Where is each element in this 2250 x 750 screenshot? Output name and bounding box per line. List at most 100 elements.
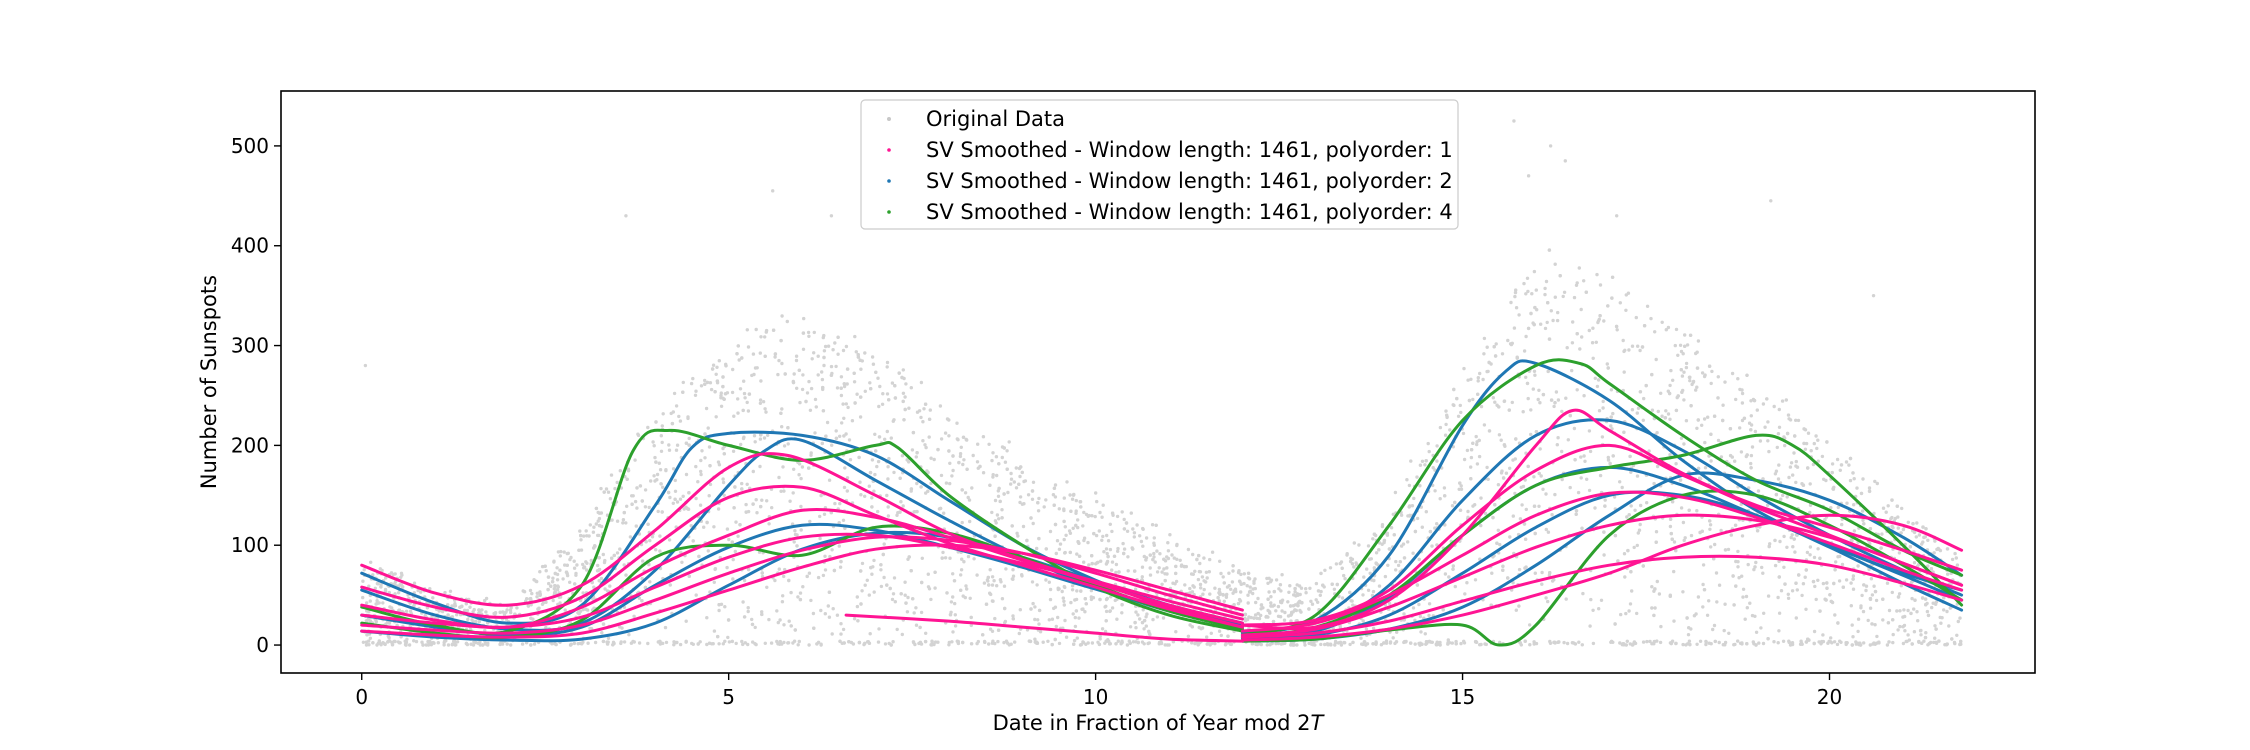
original-data-point	[813, 431, 817, 435]
original-data-point	[369, 560, 373, 564]
original-data-point	[1629, 570, 1633, 574]
original-data-point	[828, 554, 832, 559]
original-data-point	[1142, 627, 1146, 631]
original-data-point	[673, 640, 678, 645]
original-data-point	[1518, 641, 1523, 645]
original-data-point	[957, 460, 961, 465]
original-data-point	[1694, 351, 1698, 356]
original-data-point	[855, 595, 859, 599]
original-data-point	[1459, 484, 1463, 488]
original-data-point	[1291, 643, 1295, 647]
original-data-point	[1502, 399, 1507, 404]
original-data-point	[375, 581, 380, 586]
original-data-point	[1732, 643, 1736, 647]
original-data-point	[1562, 640, 1566, 645]
original-data-point	[1485, 345, 1489, 349]
original-data-point	[469, 642, 473, 646]
original-data-point	[1580, 643, 1585, 647]
original-data-point	[1840, 562, 1845, 567]
original-data-point	[926, 470, 930, 475]
original-data-point	[1030, 580, 1035, 584]
original-data-point	[1934, 627, 1938, 631]
original-data-point	[839, 559, 843, 564]
original-data-point	[1565, 346, 1569, 350]
original-data-point	[625, 477, 629, 481]
original-data-point	[1541, 487, 1545, 491]
original-data-point	[1337, 594, 1341, 599]
original-data-point	[1917, 639, 1921, 644]
original-data-point	[364, 640, 369, 644]
original-data-point	[996, 494, 1001, 498]
original-data-point	[839, 386, 843, 390]
original-data-point	[1280, 609, 1284, 613]
original-data-point	[1556, 640, 1560, 644]
original-data-point	[1804, 640, 1809, 644]
original-data-point	[727, 640, 732, 644]
original-data-point	[797, 473, 801, 477]
original-data-point	[814, 405, 818, 409]
original-data-point	[1916, 563, 1921, 567]
original-data-point	[555, 578, 560, 582]
original-data-point	[1580, 335, 1584, 339]
original-data-point	[1237, 579, 1242, 583]
original-data-point	[1582, 454, 1586, 458]
original-data-point	[1654, 357, 1658, 362]
original-data-point	[1582, 394, 1586, 398]
original-data-point	[1906, 608, 1910, 613]
original-data-point	[820, 441, 824, 446]
original-data-point	[1544, 527, 1549, 532]
original-data-point	[1884, 510, 1888, 514]
original-data-point	[1671, 378, 1675, 382]
original-data-point	[799, 504, 803, 509]
original-data-point	[1140, 575, 1145, 579]
original-data-point	[785, 319, 789, 324]
original-data-point	[1555, 318, 1560, 323]
original-data-point	[561, 577, 565, 581]
original-data-point	[740, 356, 744, 360]
original-data-point	[1939, 621, 1943, 625]
original-data-point	[1791, 473, 1795, 477]
original-data-point	[1108, 547, 1113, 552]
original-data-point	[1734, 559, 1738, 564]
original-data-point	[816, 575, 821, 580]
original-data-point	[1296, 603, 1300, 608]
original-data-point	[1374, 551, 1379, 555]
original-data-point	[1717, 640, 1721, 645]
original-data-point	[1664, 328, 1669, 332]
original-data-point	[1906, 520, 1911, 524]
original-data-point	[1627, 609, 1631, 613]
original-data-point	[1851, 574, 1856, 578]
original-data-point	[706, 549, 710, 553]
original-data-point	[1103, 629, 1108, 634]
original-data-point	[1209, 631, 1214, 635]
original-data-point	[1652, 481, 1656, 486]
original-data-point	[1610, 275, 1615, 279]
original-data-point	[1628, 642, 1633, 646]
original-data-point	[1560, 477, 1564, 482]
original-data-point	[1898, 624, 1902, 629]
original-data-point	[597, 579, 601, 583]
original-data-point	[746, 642, 750, 647]
original-data-point	[1401, 542, 1406, 546]
original-data-point	[581, 562, 585, 567]
original-data-point	[1509, 342, 1514, 347]
original-data-point	[835, 613, 840, 617]
original-data-point	[915, 481, 919, 486]
original-data-point	[963, 595, 967, 600]
original-data-point	[1152, 536, 1157, 540]
original-data-point	[1700, 371, 1705, 375]
original-data-point	[952, 579, 957, 583]
original-data-point	[1668, 594, 1673, 598]
original-data-point	[1715, 600, 1719, 604]
original-data-point	[1254, 600, 1258, 605]
original-data-point	[760, 571, 764, 575]
original-data-point	[1919, 633, 1923, 637]
original-data-point	[1362, 575, 1366, 579]
original-data-point	[780, 314, 784, 318]
original-data-point	[1486, 477, 1490, 481]
original-data-point	[1709, 432, 1713, 436]
original-data-point	[1733, 459, 1737, 463]
original-data-point	[1477, 438, 1481, 443]
original-data-point	[1500, 352, 1505, 356]
original-data-point	[912, 611, 916, 615]
